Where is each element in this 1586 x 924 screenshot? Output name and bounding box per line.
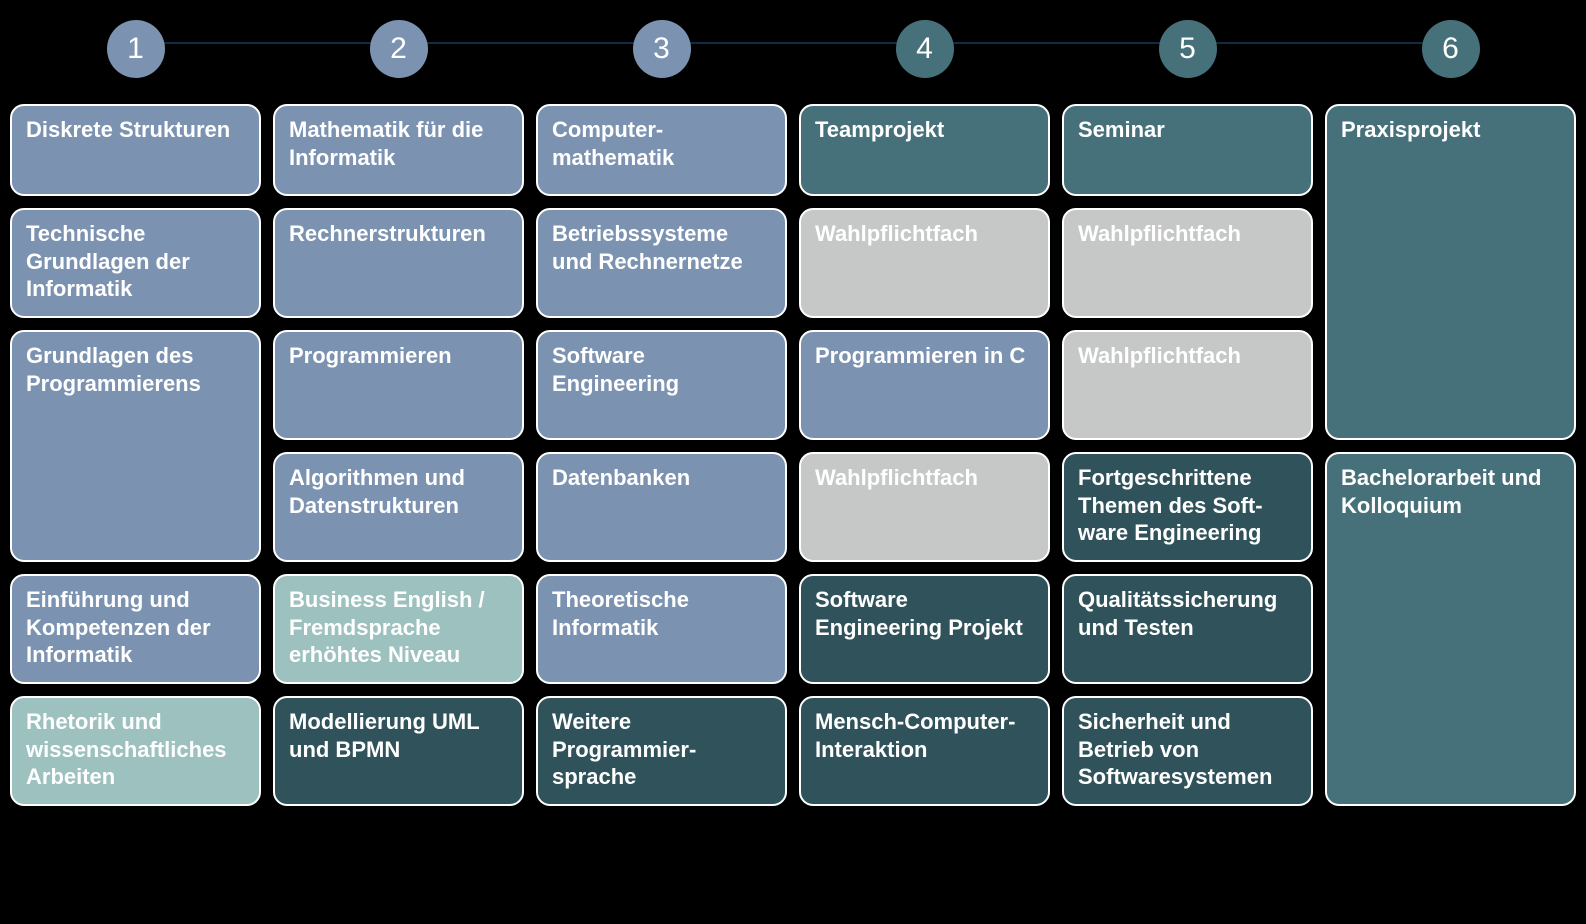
module-cell: Algorithmen und Datenstrukturen — [273, 452, 524, 562]
module-cell: Wahlpflichtfach — [799, 452, 1050, 562]
module-cell: Theoretische Informatik — [536, 574, 787, 684]
semester-badge-6: 6 — [1422, 20, 1480, 78]
module-cell: Business English / Fremdsprache erhöhtes… — [273, 574, 524, 684]
module-cell: Programmieren in C — [799, 330, 1050, 440]
semester-badge-1: 1 — [107, 20, 165, 78]
column-3: 3 Computer­mathematik Betriebssysteme und … — [536, 20, 787, 818]
module-cell: Wahlpflichtfach — [799, 208, 1050, 318]
column-4: 4 Teamprojekt Wahlpflichtfach Programmieren… — [799, 20, 1050, 818]
column-1: 1 Diskrete Strukturen Technische Grundlage… — [10, 20, 261, 818]
semester-badge-wrap: 4 — [799, 20, 1050, 78]
module-cell: Betriebssysteme und Rechnernetze — [536, 208, 787, 318]
module-cell: Rechner­strukturen — [273, 208, 524, 318]
semester-badge-5: 5 — [1159, 20, 1217, 78]
semester-badge-wrap: 3 — [536, 20, 787, 78]
module-cell: Teamprojekt — [799, 104, 1050, 196]
grid: 1 Diskrete Strukturen Technische Grundlage… — [10, 20, 1576, 818]
module-cell: Grundlagen des Programmierens — [10, 330, 261, 562]
semester-badge-4: 4 — [896, 20, 954, 78]
semester-badge-2: 2 — [370, 20, 428, 78]
module-cell: Praxisprojekt — [1325, 104, 1576, 440]
semester-badge-wrap: 1 — [10, 20, 261, 78]
semester-badge-3: 3 — [633, 20, 691, 78]
module-cell: Modellierung UML und BPMN — [273, 696, 524, 806]
module-cell: Computer­mathematik — [536, 104, 787, 196]
column-5: 5 Seminar Wahlpflichtfach Wahlpflichtfach Fo… — [1062, 20, 1313, 818]
module-cell: Rhetorik und wissenschaft­liches Arbeite… — [10, 696, 261, 806]
module-cell: Fortgeschrittene Themen des Soft­ware En… — [1062, 452, 1313, 562]
module-cell: Wahlpflichtfach — [1062, 330, 1313, 440]
module-cell: Diskrete Strukturen — [10, 104, 261, 196]
module-cell: Mathematik für die Informatik — [273, 104, 524, 196]
module-cell: Seminar — [1062, 104, 1313, 196]
semester-badge-wrap: 5 — [1062, 20, 1313, 78]
module-cell: Technische Grundlagen der Informatik — [10, 208, 261, 318]
module-cell: Software Engineering Projekt — [799, 574, 1050, 684]
column-2: 2 Mathematik für die Informatik Rechner­st… — [273, 20, 524, 818]
module-cell: Datenbanken — [536, 452, 787, 562]
module-cell: Programmieren — [273, 330, 524, 440]
module-cell: Einführung und Kompetenzen der Informati… — [10, 574, 261, 684]
semester-badge-wrap: 2 — [273, 20, 524, 78]
module-cell: Mensch-Computer-Interaktion — [799, 696, 1050, 806]
module-cell: Weitere Programmier­sprache — [536, 696, 787, 806]
semester-badge-wrap: 6 — [1325, 20, 1576, 78]
module-cell: Qualitäts­sicherung und Testen — [1062, 574, 1313, 684]
column-6: 6 PraxisprojektBachelorarbeit und Kolloqu… — [1325, 20, 1576, 818]
curriculum-diagram: 1 Diskrete Strukturen Technische Grundlage… — [0, 0, 1586, 924]
module-cell: Software Engineering — [536, 330, 787, 440]
module-cell: Wahlpflichtfach — [1062, 208, 1313, 318]
module-cell: Sicherheit und Betrieb von Softwaresyste… — [1062, 696, 1313, 806]
module-cell: Bachelorarbeit und Kolloquium — [1325, 452, 1576, 806]
